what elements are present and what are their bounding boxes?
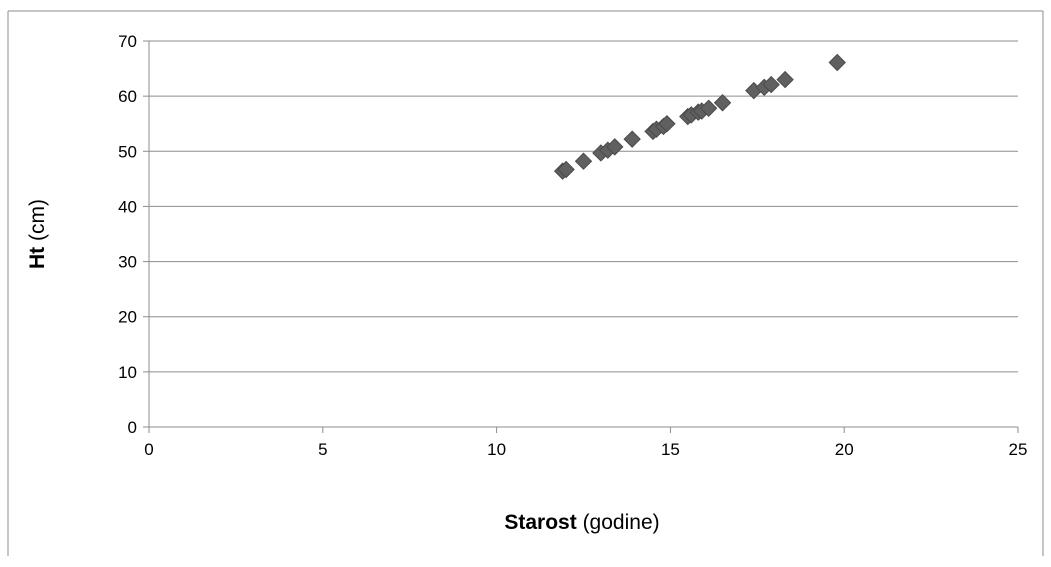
x-tick-label: 5 (318, 440, 327, 459)
data-points (553, 53, 846, 180)
y-axis-title-unit: (cm) (26, 199, 49, 247)
y-tick-label: 0 (128, 418, 137, 437)
x-tick-label: 10 (487, 440, 506, 459)
axes (143, 40, 1019, 433)
y-tick-label: 20 (118, 308, 137, 327)
x-tick-label: 25 (1009, 440, 1028, 459)
x-tick-label: 15 (661, 440, 680, 459)
data-point (776, 70, 794, 89)
data-point (762, 75, 780, 94)
x-tick-label: 0 (144, 440, 153, 459)
y-tick-label: 50 (118, 142, 137, 161)
y-tick-label: 30 (118, 253, 137, 272)
data-point (713, 94, 732, 112)
data-point (623, 130, 641, 148)
x-axis-title-unit: (godine) (577, 511, 660, 534)
data-point (606, 138, 624, 156)
data-point (828, 53, 846, 72)
y-axis-title: Ht (cm) (26, 199, 49, 269)
data-point (699, 99, 718, 117)
y-tick-label: 10 (118, 363, 137, 382)
y-tick-label: 70 (118, 32, 137, 51)
data-point (658, 115, 676, 133)
data-point (574, 152, 593, 170)
gridlines (149, 40, 1018, 373)
tick-labels: 0 10 20 30 40 50 60 70 0 5 10 15 20 25 (118, 32, 1027, 459)
x-tick-label: 20 (835, 440, 854, 459)
x-axis-title: Starost (godine) (504, 511, 659, 534)
y-axis-title-bold: Ht (26, 247, 49, 269)
y-tick-label: 40 (118, 197, 137, 216)
data-point (557, 160, 575, 179)
y-tick-label: 60 (118, 87, 137, 106)
x-axis-title-bold: Starost (504, 511, 576, 534)
